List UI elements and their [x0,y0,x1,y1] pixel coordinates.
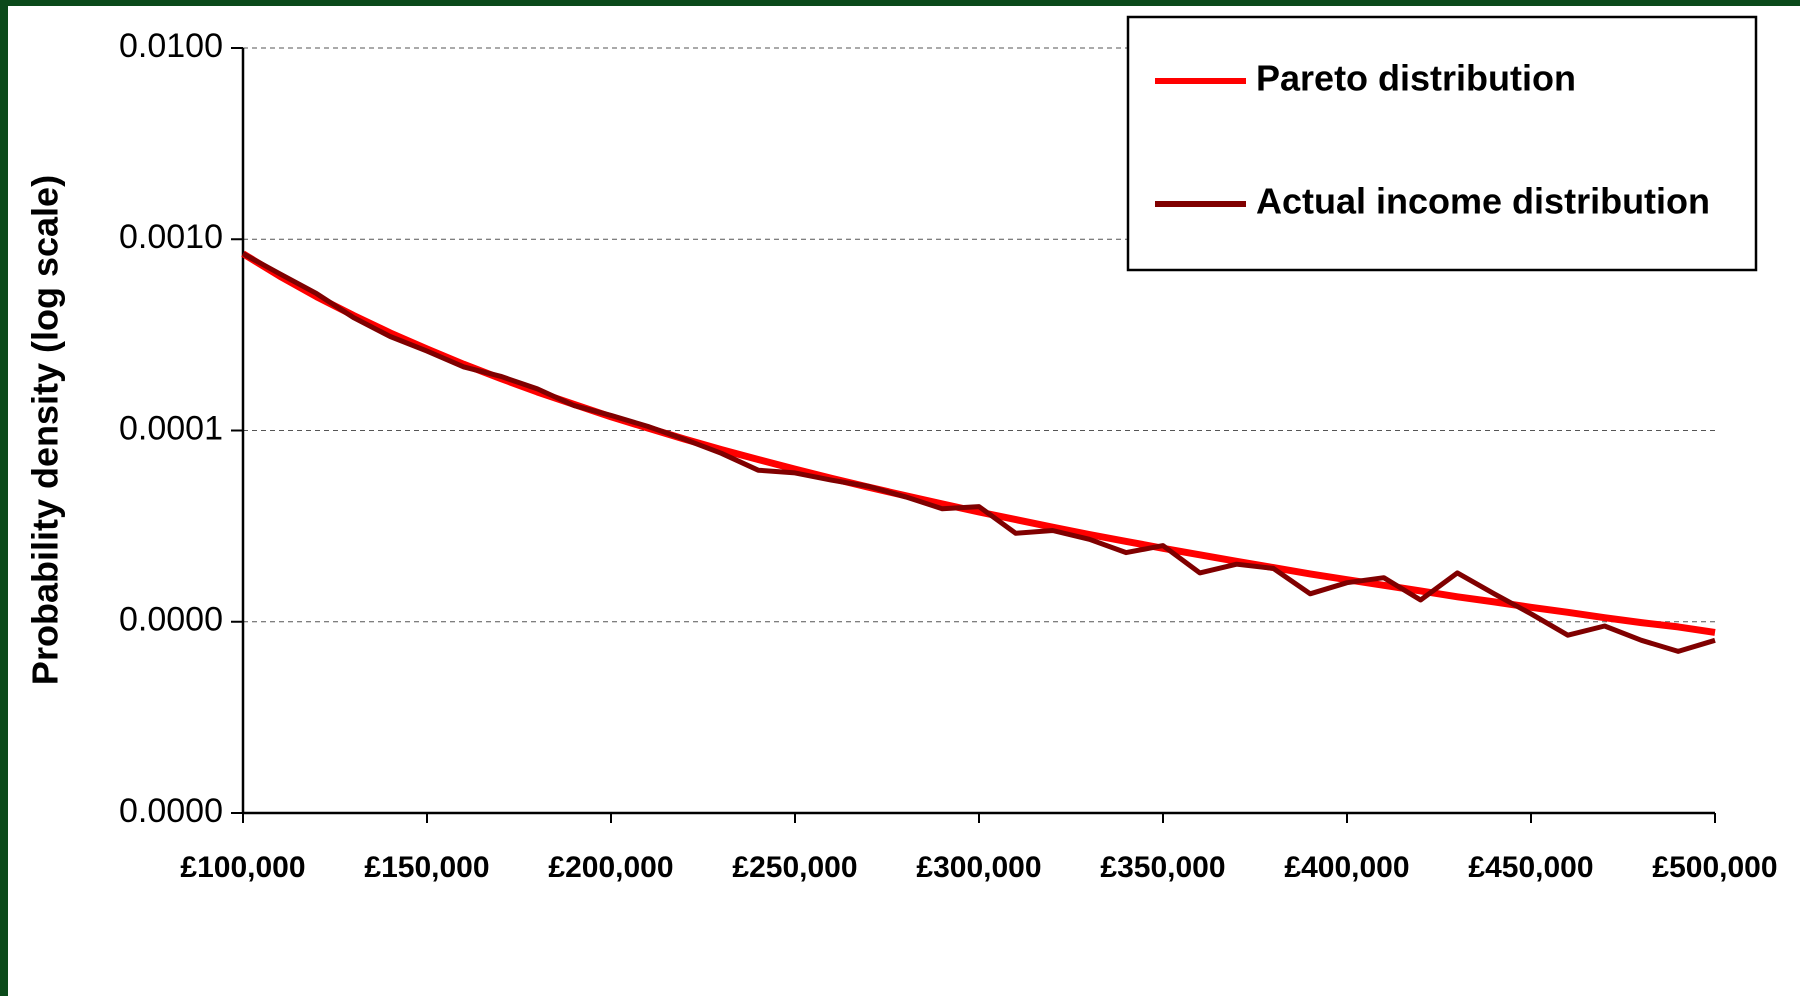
legend-box [1126,15,1758,272]
y-axis-label: Probability density (log scale) [25,175,66,685]
y-tick-label: 0.0000 [119,792,223,830]
x-tick-label: £400,000 [1284,851,1409,884]
x-tick-label: £150,000 [364,851,489,884]
legend-label: Actual income distribution [1256,181,1710,222]
x-tick-label: £200,000 [548,851,673,884]
x-tick-label: £250,000 [732,851,857,884]
y-tick-label: 0.0000 [119,601,223,639]
legend-label: Pareto distribution [1256,58,1576,99]
y-tick-label: 0.0010 [119,218,223,256]
x-tick-label: £350,000 [1100,851,1225,884]
x-tick-label: £100,000 [180,851,305,884]
x-tick-label: £300,000 [916,851,1041,884]
data-line [241,251,1716,654]
x-tick-label: £450,000 [1468,851,1593,884]
x-tick-label: £500,000 [1652,851,1777,884]
y-tick-label: 0.0001 [119,409,223,447]
y-tick-label: 0.0100 [119,27,223,65]
